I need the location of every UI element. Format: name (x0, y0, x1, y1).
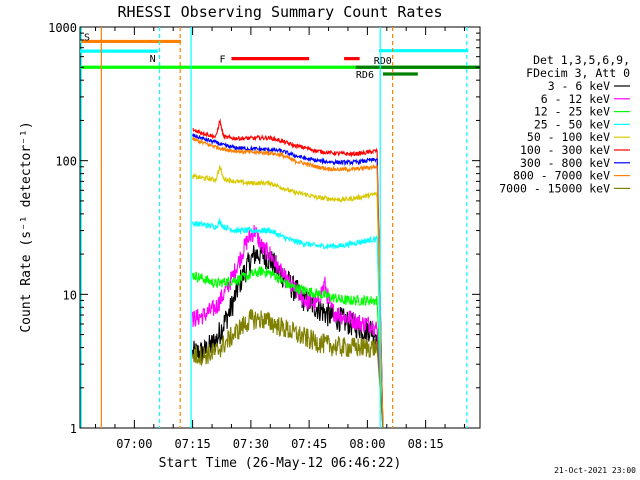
legend-label-3: 12 - 25 keV (534, 105, 610, 119)
y-axis: 1 10 100 1000 (48, 21, 480, 436)
legend-header: Det 1,3,5,6,9, (533, 53, 630, 67)
legend-label-6: 100 - 300 keV (520, 143, 610, 157)
legend-label-2: 6 - 12 keV (541, 92, 610, 106)
y-tick-label: 1000 (48, 21, 77, 35)
series-line-4 (192, 217, 384, 429)
x-tick-label: 08:15 (408, 437, 444, 451)
x-tick-label: 07:45 (291, 437, 327, 451)
timestamp: 21-Oct-2021 23:00 (554, 466, 636, 475)
x-tick-label: 07:15 (175, 437, 211, 451)
x-axis: 07:00 07:15 07:30 07:45 08:00 08:15 (95, 27, 465, 451)
x-tick-label: 08:00 (349, 437, 385, 451)
legend-header: FDecim 3, Att 0 (526, 66, 630, 80)
series-line-5 (192, 165, 384, 429)
flag-label-6: RD0 (374, 56, 392, 67)
series-line-3 (192, 266, 384, 429)
legend-label-8: 800 - 7000 keV (513, 169, 610, 183)
y-tick-label: 10 (63, 288, 77, 302)
series-line-9 (192, 308, 384, 429)
plot-frame (79, 26, 481, 429)
flag-label-7: RD6 (356, 70, 374, 81)
chart-title: RHESSI Observing Summary Count Rates (117, 3, 442, 21)
y-tick-label: 1 (70, 422, 77, 436)
y-tick-label: 100 (55, 155, 77, 169)
x-axis-label: Start Time (26-May-12 06:46:22) (159, 456, 402, 471)
legend-label-1: 3 - 6 keV (548, 79, 610, 93)
legend: Det 1,3,5,6,9, FDecim 3, Att 0 3 - 6 keV… (499, 53, 630, 195)
flag-label-2: N (150, 54, 156, 65)
y-axis-label: Count Rate (s⁻¹ detector⁻¹) (19, 121, 34, 332)
legend-label-4: 25 - 50 keV (534, 117, 610, 131)
legend-label-7: 300 - 800 keV (520, 156, 610, 170)
x-tick-label: 07:30 (233, 437, 269, 451)
series-line-8 (192, 136, 384, 429)
series-line-6 (192, 118, 384, 429)
series-line-7 (192, 132, 384, 429)
flag-label-1: S (84, 32, 90, 43)
legend-label-9: 7000 - 15000 keV (499, 181, 610, 195)
flag-label-3: F (219, 55, 225, 66)
legend-label-5: 50 - 100 keV (527, 130, 610, 144)
series-line-2 (192, 224, 384, 429)
x-tick-label: 07:00 (116, 437, 152, 451)
